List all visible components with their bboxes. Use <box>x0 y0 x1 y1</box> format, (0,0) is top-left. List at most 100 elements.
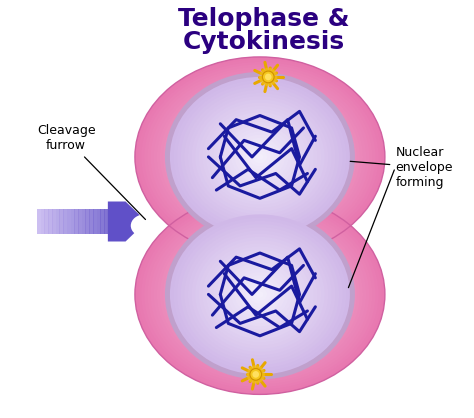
Ellipse shape <box>254 289 266 299</box>
Ellipse shape <box>219 125 301 189</box>
Ellipse shape <box>135 194 385 395</box>
Ellipse shape <box>173 224 347 364</box>
Ellipse shape <box>254 151 266 163</box>
Ellipse shape <box>144 202 375 387</box>
Ellipse shape <box>209 249 310 340</box>
Ellipse shape <box>185 234 335 354</box>
Ellipse shape <box>184 227 336 362</box>
Bar <box>108 209 112 234</box>
Ellipse shape <box>204 250 316 339</box>
Ellipse shape <box>247 147 273 167</box>
Ellipse shape <box>216 122 304 192</box>
Ellipse shape <box>169 222 351 367</box>
Ellipse shape <box>141 199 379 390</box>
Ellipse shape <box>201 110 319 204</box>
Bar <box>37 209 41 234</box>
Ellipse shape <box>206 247 314 342</box>
Ellipse shape <box>170 285 200 303</box>
Ellipse shape <box>203 106 317 208</box>
Ellipse shape <box>316 313 337 326</box>
Ellipse shape <box>170 148 200 166</box>
Ellipse shape <box>170 214 350 375</box>
Ellipse shape <box>228 128 292 186</box>
Ellipse shape <box>241 279 279 309</box>
Ellipse shape <box>360 214 389 237</box>
Text: Cleavage
furrow: Cleavage furrow <box>37 124 146 219</box>
Ellipse shape <box>199 102 321 212</box>
Ellipse shape <box>179 229 341 359</box>
Ellipse shape <box>247 284 273 304</box>
Ellipse shape <box>235 274 285 314</box>
Ellipse shape <box>204 112 316 202</box>
Ellipse shape <box>226 267 294 322</box>
Ellipse shape <box>254 152 266 162</box>
Ellipse shape <box>251 149 269 164</box>
Ellipse shape <box>207 115 313 199</box>
Ellipse shape <box>194 104 326 209</box>
Ellipse shape <box>171 215 348 374</box>
Ellipse shape <box>224 125 296 189</box>
Ellipse shape <box>254 289 266 300</box>
Ellipse shape <box>188 99 332 214</box>
Ellipse shape <box>257 292 263 297</box>
Ellipse shape <box>190 232 329 357</box>
Bar <box>100 209 105 234</box>
Ellipse shape <box>165 209 355 380</box>
Bar <box>45 209 49 234</box>
Ellipse shape <box>197 238 323 351</box>
Ellipse shape <box>190 191 213 206</box>
Ellipse shape <box>210 117 310 197</box>
Ellipse shape <box>191 240 328 349</box>
Bar <box>85 209 90 234</box>
Bar <box>48 209 53 234</box>
Ellipse shape <box>283 347 303 359</box>
Ellipse shape <box>241 278 279 311</box>
Ellipse shape <box>222 123 298 191</box>
Ellipse shape <box>283 209 303 222</box>
Ellipse shape <box>157 74 363 240</box>
Text: Telophase &: Telophase & <box>178 7 350 31</box>
Ellipse shape <box>241 140 279 174</box>
Ellipse shape <box>163 79 357 234</box>
Circle shape <box>259 68 277 86</box>
Ellipse shape <box>217 119 303 195</box>
Ellipse shape <box>318 128 344 145</box>
Ellipse shape <box>216 260 304 329</box>
Bar <box>82 209 86 234</box>
Ellipse shape <box>235 137 285 177</box>
Ellipse shape <box>151 207 369 382</box>
Ellipse shape <box>178 83 342 231</box>
Ellipse shape <box>222 127 297 187</box>
Ellipse shape <box>213 120 307 194</box>
Ellipse shape <box>166 219 354 370</box>
Ellipse shape <box>147 67 373 247</box>
Ellipse shape <box>222 265 297 324</box>
Ellipse shape <box>228 270 291 319</box>
Ellipse shape <box>235 272 285 317</box>
Ellipse shape <box>194 242 326 347</box>
Ellipse shape <box>228 129 292 185</box>
Ellipse shape <box>182 232 338 357</box>
Ellipse shape <box>184 90 336 224</box>
Ellipse shape <box>188 237 332 352</box>
Ellipse shape <box>256 154 264 160</box>
Ellipse shape <box>246 282 274 307</box>
Ellipse shape <box>198 107 322 207</box>
Ellipse shape <box>189 108 214 123</box>
Ellipse shape <box>131 214 160 237</box>
Ellipse shape <box>247 145 273 168</box>
Ellipse shape <box>213 115 307 199</box>
Ellipse shape <box>249 147 271 166</box>
Text: Cytokinesis: Cytokinesis <box>183 30 345 54</box>
Bar <box>74 209 79 234</box>
Ellipse shape <box>154 209 366 380</box>
Ellipse shape <box>251 287 269 302</box>
Bar <box>93 209 97 234</box>
Ellipse shape <box>231 269 289 320</box>
Ellipse shape <box>199 240 321 349</box>
Ellipse shape <box>141 62 379 252</box>
Bar <box>67 209 71 234</box>
Bar <box>71 209 75 234</box>
Bar <box>55 209 60 234</box>
Ellipse shape <box>270 92 291 105</box>
